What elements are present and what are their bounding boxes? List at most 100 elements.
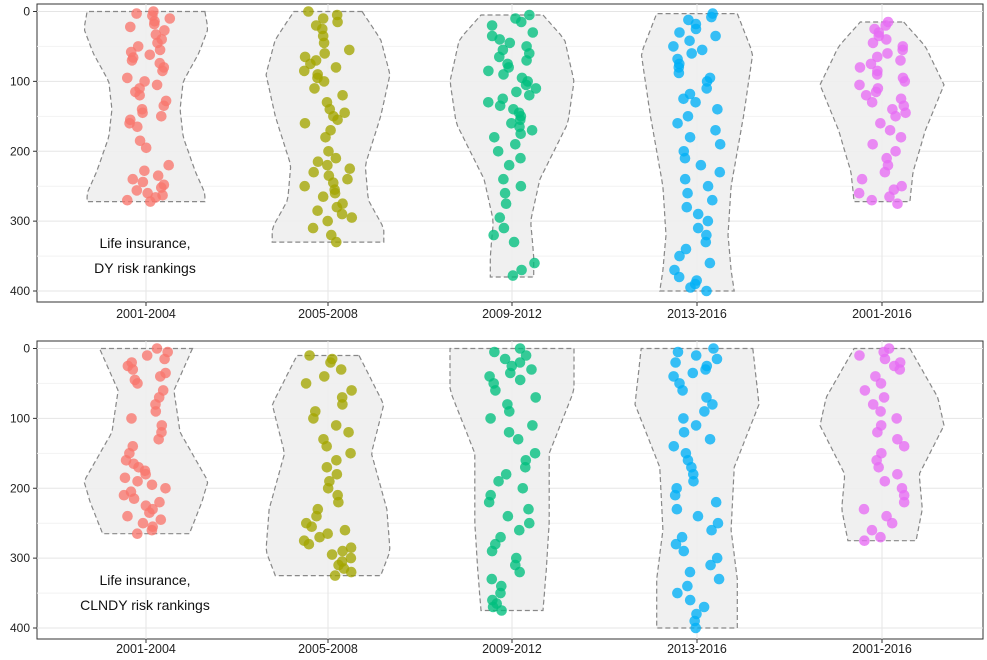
data-point — [494, 212, 506, 223]
data-point — [705, 559, 716, 571]
data-point — [155, 371, 166, 382]
data-point — [505, 367, 516, 379]
data-point — [515, 128, 526, 140]
data-point — [527, 420, 538, 431]
data-point — [337, 399, 348, 410]
data-point — [311, 510, 322, 522]
data-point — [854, 62, 866, 73]
data-point — [865, 58, 877, 70]
data-point — [330, 420, 342, 431]
data-point — [679, 152, 691, 164]
data-point — [132, 476, 143, 487]
data-point — [673, 67, 685, 79]
data-point — [132, 378, 143, 389]
data-point — [140, 469, 151, 480]
chart-panel: 0 100 200 300 400 2001-2004 2005-2008 2009-2012… — [10, 3, 984, 321]
data-point — [514, 343, 526, 354]
data-point — [321, 441, 333, 452]
data-point — [146, 479, 158, 491]
data-point — [141, 350, 153, 361]
data-point — [488, 229, 500, 241]
data-point — [514, 374, 526, 386]
y-tick-label: 300 — [10, 214, 30, 228]
data-point — [486, 573, 498, 585]
y-tick-label: 300 — [10, 551, 30, 565]
data-point — [527, 27, 539, 38]
data-point — [487, 601, 499, 613]
data-point — [872, 51, 883, 63]
data-point — [692, 208, 704, 220]
data-point — [700, 236, 712, 248]
data-point — [160, 483, 171, 494]
data-point — [492, 146, 504, 157]
data-point — [483, 97, 494, 108]
panel-annotation: DY risk rankings — [94, 260, 196, 276]
data-point — [894, 364, 906, 375]
data-point — [886, 517, 898, 529]
data-point — [332, 114, 343, 126]
data-point — [499, 187, 511, 199]
data-point — [879, 476, 891, 487]
data-point — [345, 552, 357, 564]
data-point — [871, 69, 883, 80]
data-point — [128, 493, 140, 505]
data-point — [891, 413, 902, 424]
data-point — [684, 566, 696, 578]
data-point — [692, 510, 704, 522]
data-point — [331, 236, 342, 248]
data-point — [700, 364, 711, 375]
data-point — [154, 44, 166, 56]
data-point — [303, 6, 314, 17]
data-point — [672, 587, 683, 599]
data-point — [682, 187, 693, 199]
y-tick-label: 200 — [10, 481, 30, 495]
data-point — [149, 18, 160, 30]
data-point — [137, 517, 149, 529]
y-tick-label: 0 — [23, 341, 30, 355]
data-point — [704, 257, 716, 269]
data-point — [152, 170, 164, 181]
data-point — [304, 350, 315, 361]
data-point — [686, 48, 697, 59]
data-point — [526, 364, 537, 375]
data-point — [710, 30, 721, 42]
data-point — [308, 413, 319, 424]
data-point — [344, 163, 356, 174]
data-point — [892, 198, 903, 209]
data-point — [523, 503, 534, 515]
data-point — [493, 476, 504, 487]
data-point — [317, 191, 329, 202]
violin-shape — [83, 347, 209, 535]
data-point — [486, 20, 498, 31]
data-point — [137, 107, 148, 119]
data-point — [132, 528, 143, 539]
data-point — [150, 406, 162, 417]
data-point — [669, 489, 681, 501]
data-point — [330, 62, 342, 73]
data-point — [879, 166, 891, 178]
data-point — [306, 521, 318, 532]
data-point — [859, 535, 870, 546]
data-point — [118, 489, 130, 501]
data-point — [896, 180, 907, 192]
data-point — [144, 49, 156, 61]
data-point — [678, 427, 690, 438]
data-point — [305, 58, 316, 70]
data-point — [490, 385, 501, 396]
data-point — [668, 41, 679, 52]
data-point — [701, 392, 712, 403]
data-point — [872, 427, 883, 438]
x-tick-label: 2001-2016 — [852, 642, 912, 656]
data-point — [714, 166, 726, 178]
panel-annotation: CLNDY risk rankings — [80, 597, 210, 613]
data-point — [337, 90, 348, 101]
data-point — [516, 264, 527, 276]
data-point — [336, 208, 348, 220]
data-point — [333, 496, 344, 508]
data-point — [853, 187, 865, 199]
data-point — [309, 83, 320, 94]
data-point — [345, 566, 357, 578]
data-point — [326, 549, 338, 560]
data-point — [684, 35, 695, 47]
data-point — [704, 434, 716, 445]
